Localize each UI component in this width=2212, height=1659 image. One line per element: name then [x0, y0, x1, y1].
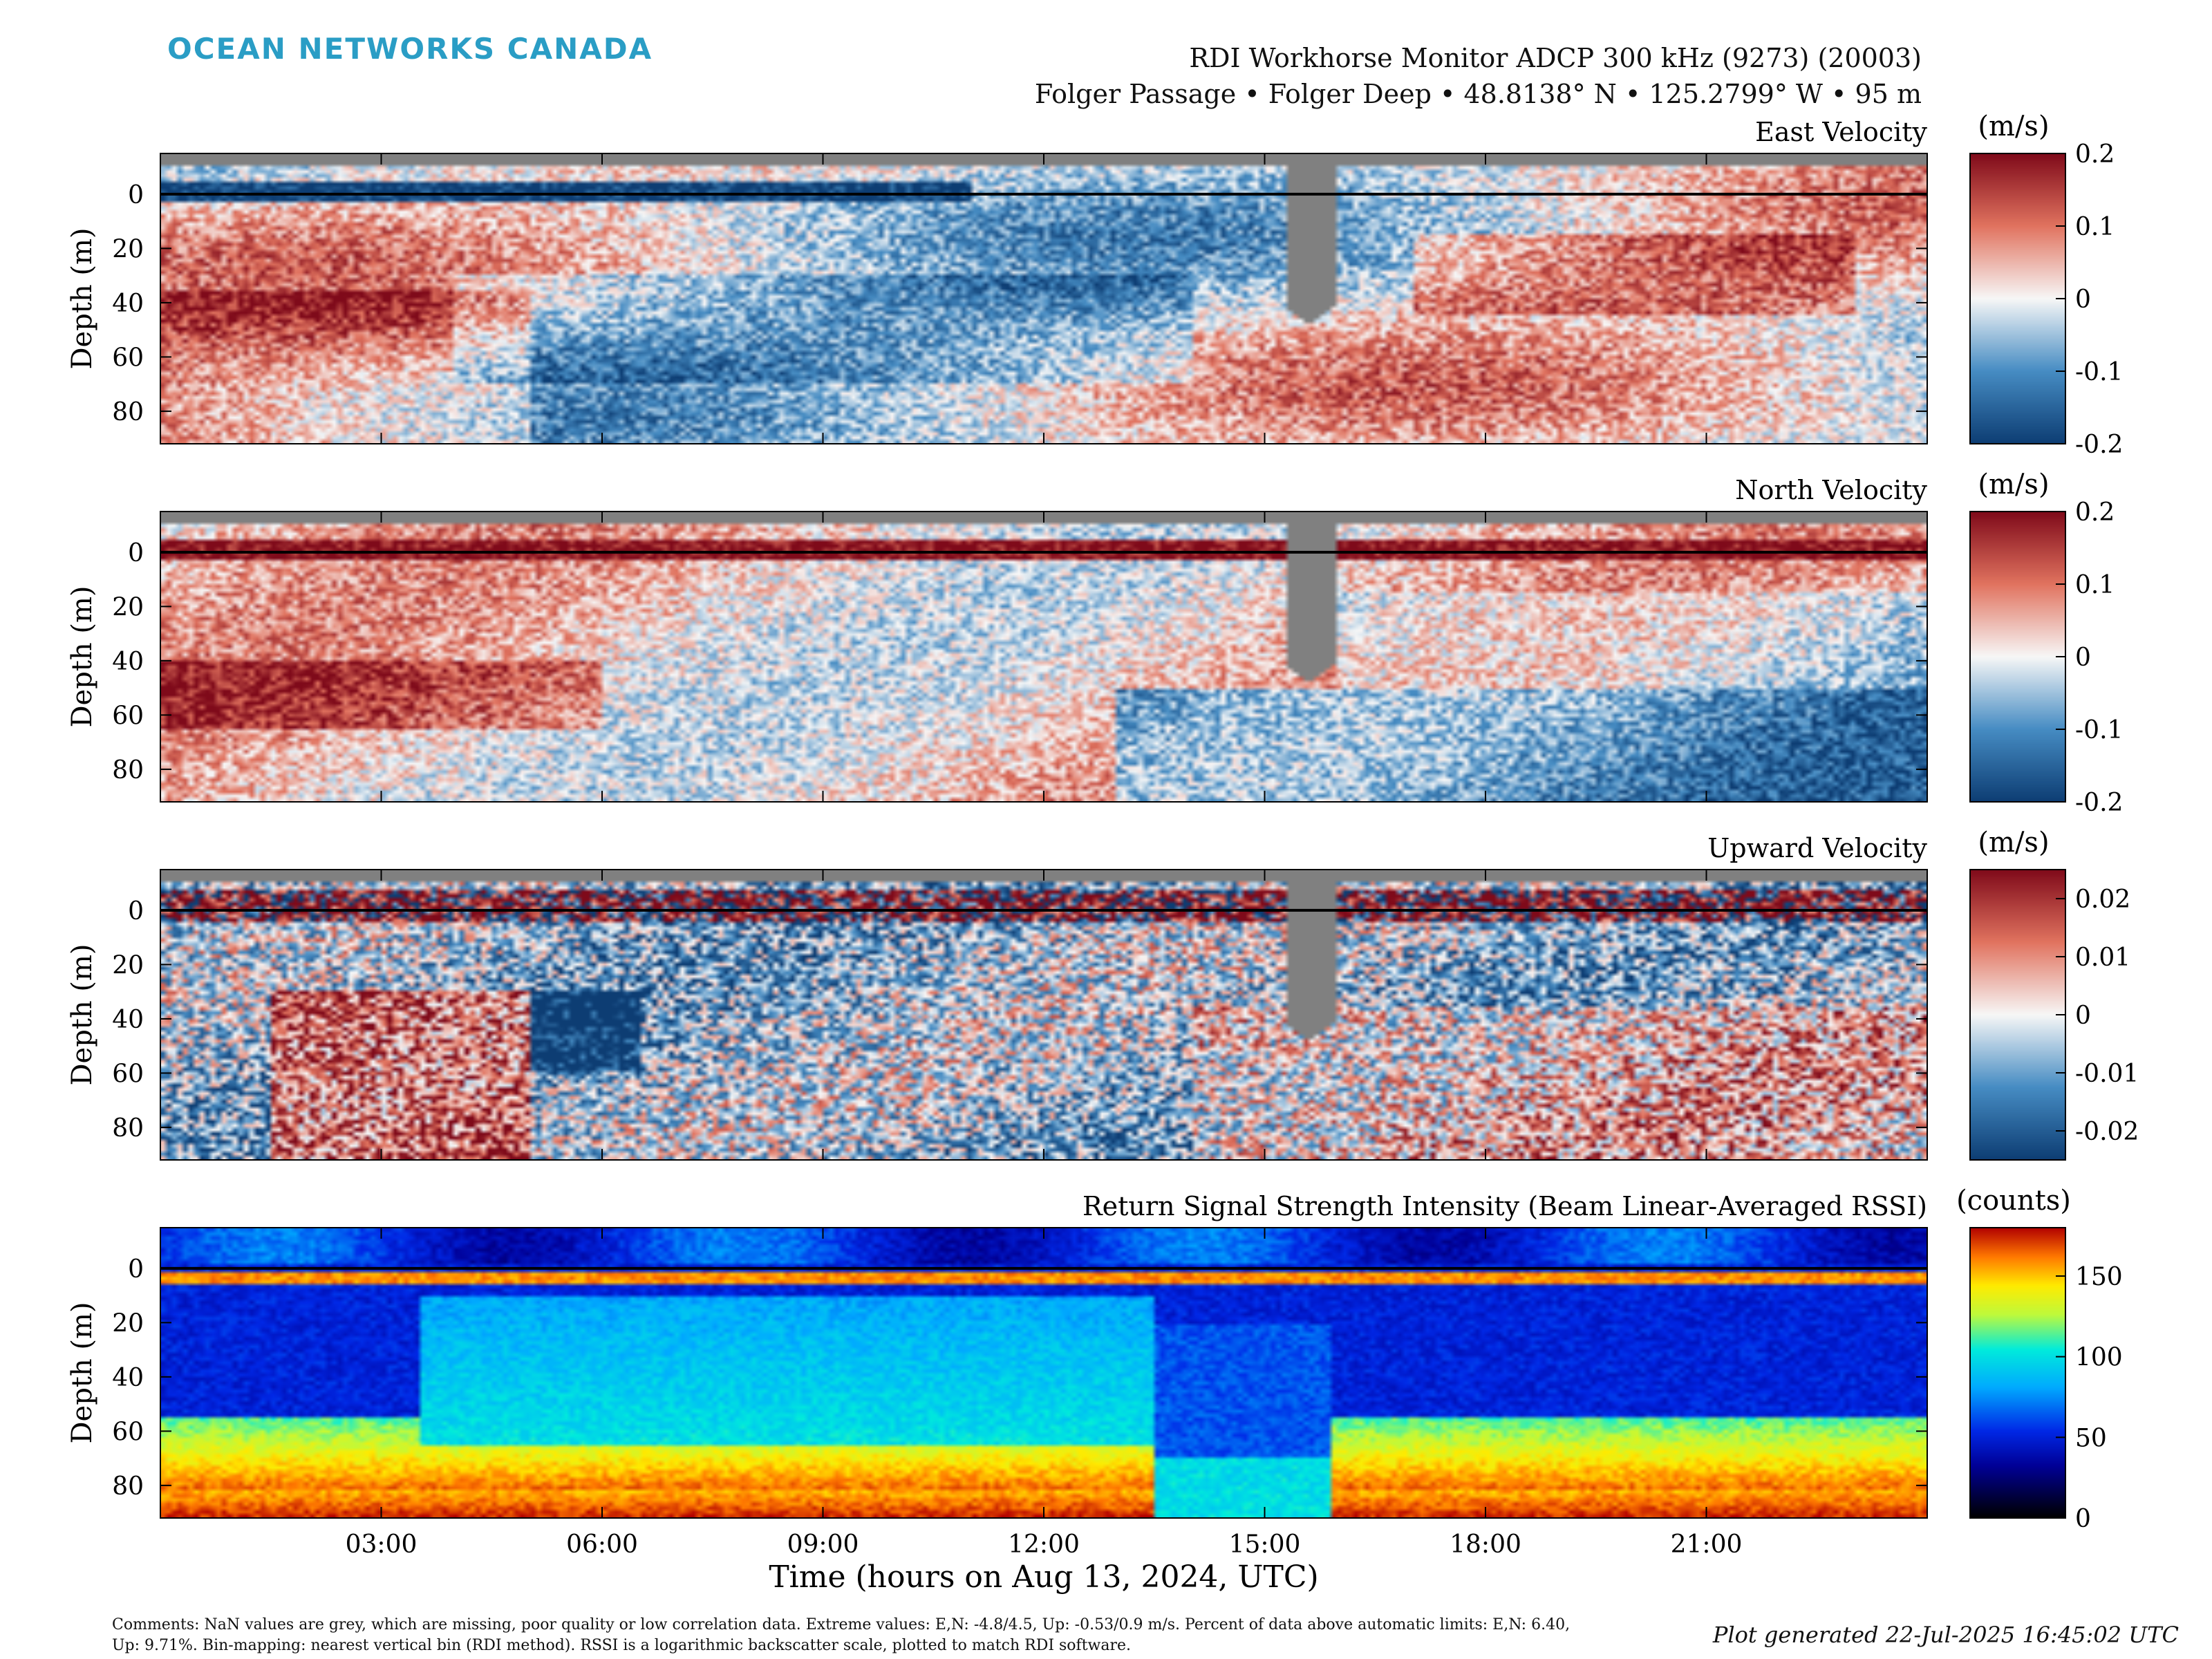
y-tick-label: 40 [112, 1364, 144, 1392]
x-tick-label: 18:00 [1450, 1530, 1521, 1559]
panel-title: East Velocity [1755, 117, 1927, 147]
y-tick-label: 60 [112, 1060, 144, 1088]
y-tick-label: 80 [112, 1472, 144, 1501]
heatmap-raster-2 [160, 870, 1927, 1160]
heatmap-0: 0 20 40 60 80 Depth (m) East Velocity (m/s) 0.2 0… [66, 111, 2123, 459]
x-tick-label: 12:00 [1008, 1530, 1080, 1559]
colorbar-tick-label: 0 [2075, 1002, 2091, 1030]
panel-title: Upward Velocity [1707, 833, 1927, 863]
colorbar-label: (m/s) [1978, 111, 2049, 142]
y-tick-label: 20 [112, 951, 144, 980]
y-tick-label: 20 [112, 235, 144, 263]
y-tick-label: 80 [112, 756, 144, 785]
y-tick-label: 80 [112, 1114, 144, 1143]
colorbar-tick-label: -0.01 [2075, 1060, 2139, 1088]
heatmap-raster-3 [160, 1228, 1927, 1518]
colorbar-frame [1969, 1227, 2066, 1519]
colorbar-tick-label: -0.1 [2075, 716, 2123, 744]
heatmap-1: 0 20 40 60 80 Depth (m) North Velocity (m/s) 0.2… [66, 469, 2123, 817]
y-tick-label: 40 [112, 1006, 144, 1034]
comments-note: Comments: NaN values are grey, which are… [112, 1616, 1571, 1654]
y-axis-label: Depth (m) [66, 944, 98, 1085]
y-tick-label: 0 [128, 181, 144, 209]
colorbar-tick-label: -0.2 [2075, 789, 2123, 817]
colorbar-tick-label: 0 [2075, 1505, 2091, 1533]
colorbar-tick-label: 0.2 [2075, 140, 2115, 169]
heatmap-raster-1 [160, 512, 1927, 802]
panel-title: Return Signal Strength Intensity (Beam L… [1082, 1191, 1927, 1221]
colorbar-tick-label: 0.01 [2075, 944, 2130, 972]
colorbar-label: (counts) [1956, 1185, 2071, 1217]
panel-title: North Velocity [1735, 475, 1927, 505]
colorbar [1970, 153, 2065, 444]
y-tick-label: 60 [112, 702, 144, 730]
colorbar-tick-label: 100 [2075, 1344, 2123, 1372]
y-tick-label: 40 [112, 290, 144, 318]
colorbar-tick-label: -0.2 [2075, 431, 2123, 459]
x-tick-label: 21:00 [1671, 1530, 1743, 1559]
y-tick-label: 0 [128, 539, 144, 568]
colorbar-label: (m/s) [1978, 469, 2049, 500]
colorbar-tick-label: 50 [2075, 1424, 2107, 1452]
heatmap-2: 0 20 40 60 80 Depth (m) Upward Velocity (m/s) 0.… [66, 827, 2139, 1161]
y-tick-label: 20 [112, 593, 144, 621]
colorbar [1970, 870, 2065, 1160]
y-axis-label: Depth (m) [66, 227, 98, 369]
y-tick-label: 60 [112, 1418, 144, 1446]
x-tick-label: 06:00 [566, 1530, 638, 1559]
colorbar-tick-label: 0 [2075, 285, 2091, 314]
y-tick-label: 80 [112, 398, 144, 427]
colorbar-tick-label: 0 [2075, 644, 2091, 672]
colorbar-tick-label: 0.2 [2075, 498, 2115, 527]
x-tick-label: 09:00 [787, 1530, 859, 1559]
instrument-title: RDI Workhorse Monitor ADCP 300 kHz (9273… [1189, 43, 1922, 73]
plot-generated-note: Plot generated 22-Jul-2025 16:45:02 UTC [1712, 1622, 2179, 1648]
colorbar-tick-label: 0.02 [2075, 885, 2130, 914]
heatmap-raster-0 [160, 153, 1927, 444]
y-tick-label: 40 [112, 648, 144, 676]
colorbar [1970, 512, 2065, 802]
y-tick-label: 20 [112, 1309, 144, 1338]
heatmap-3: 0 20 40 60 80 Depth (m) 03:00 06:00 09:00 12:00 15… [66, 1185, 2123, 1595]
y-tick-label: 60 [112, 344, 144, 372]
colorbar-tick-label: 150 [2075, 1263, 2123, 1291]
x-tick-label: 03:00 [346, 1530, 418, 1559]
location-subtitle: Folger Passage • Folger Deep • 48.8138° … [1034, 79, 1922, 109]
colorbar-tick-label: -0.02 [2075, 1118, 2139, 1146]
colorbar-tick-label: -0.1 [2075, 358, 2123, 386]
colorbar-tick-label: 0.1 [2075, 213, 2115, 241]
y-tick-label: 0 [128, 897, 144, 926]
y-axis-label: Depth (m) [66, 585, 98, 727]
y-axis-label: Depth (m) [66, 1302, 98, 1443]
x-tick-label: 15:00 [1229, 1530, 1301, 1559]
onc-logo: OCEAN NETWORKS CANADA [167, 32, 653, 66]
colorbar-label: (m/s) [1978, 827, 2049, 859]
colorbar [1970, 1228, 2065, 1518]
x-axis-label: Time (hours on Aug 13, 2024, UTC) [769, 1559, 1318, 1595]
colorbar-tick-label: 0.1 [2075, 571, 2115, 599]
y-tick-label: 0 [128, 1255, 144, 1284]
